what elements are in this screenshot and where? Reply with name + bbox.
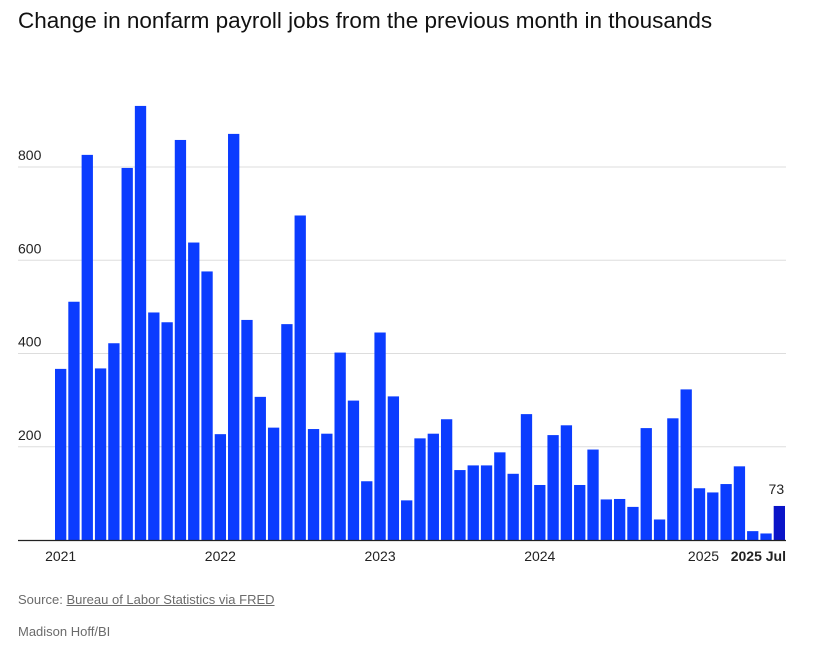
- bar: [281, 324, 293, 540]
- bar: [747, 531, 759, 540]
- bar: [773, 505, 785, 540]
- x-tick-label: 2025: [688, 548, 719, 564]
- bar: [387, 396, 400, 540]
- bar: [574, 484, 586, 540]
- bars: [55, 105, 785, 541]
- bar: [68, 301, 80, 540]
- bar: [294, 215, 306, 541]
- source-prefix: Source:: [18, 592, 63, 607]
- bar: [680, 389, 692, 540]
- y-axis-tick-labels: 200 400 600 800: [18, 147, 42, 443]
- bar: [188, 242, 200, 540]
- bar: [653, 519, 666, 540]
- bar: [108, 343, 120, 540]
- bar: [401, 500, 413, 540]
- y-tick-label: 600: [18, 240, 42, 256]
- bar: [480, 465, 493, 540]
- y-tick-label: 400: [18, 334, 42, 350]
- bar: [507, 473, 519, 540]
- bar: [640, 428, 652, 540]
- bar: [228, 133, 240, 541]
- bar: [707, 492, 719, 540]
- bar: [600, 499, 612, 540]
- bar: [321, 433, 333, 540]
- bar: [361, 481, 373, 540]
- bar: [720, 484, 732, 540]
- bar-chart: 200 400 600 800 2021 2022 2023 2024 2025 2025 Ju…: [18, 105, 786, 564]
- bar: [534, 484, 546, 540]
- bar: [414, 438, 426, 540]
- bar: [214, 434, 227, 540]
- x-tick-label: 2021: [45, 548, 76, 564]
- bar: [134, 105, 147, 540]
- bar: [148, 312, 160, 540]
- source-line: Source: Bureau of Labor Statistics via F…: [18, 592, 275, 607]
- gridlines: [18, 166, 786, 448]
- bar: [94, 368, 107, 540]
- bar: [613, 498, 626, 540]
- bar: [440, 419, 453, 540]
- bar: [733, 466, 746, 540]
- bar: [427, 433, 439, 540]
- bar: [121, 167, 133, 540]
- y-tick-label: 800: [18, 147, 42, 163]
- bar: [254, 396, 266, 540]
- bar: [587, 449, 599, 540]
- x-tick-label: 2023: [364, 548, 395, 564]
- bar: [627, 506, 639, 540]
- bar: [547, 435, 559, 540]
- bar: [334, 352, 346, 540]
- x-tick-label: 2022: [205, 548, 236, 564]
- bar: [174, 139, 187, 540]
- x-tick-label: 2025 Jul: [731, 548, 786, 564]
- bar: [467, 465, 479, 540]
- credit-line: Madison Hoff/BI: [18, 624, 111, 639]
- data-label: 73: [769, 481, 785, 497]
- chart-title: Change in nonfarm payroll jobs from the …: [18, 8, 713, 33]
- bar: [241, 319, 253, 540]
- bar: [494, 452, 506, 540]
- y-tick-label: 200: [18, 427, 42, 443]
- bar: [560, 425, 573, 540]
- bar: [267, 427, 280, 540]
- bar: [307, 429, 320, 540]
- bar: [693, 488, 706, 540]
- bar: [81, 154, 93, 540]
- source-link[interactable]: Bureau of Labor Statistics via FRED: [66, 592, 275, 607]
- x-axis-tick-labels: 2021 2022 2023 2024 2025 2025 Jul: [45, 548, 786, 564]
- bar: [201, 271, 213, 540]
- x-tick-label: 2024: [524, 548, 555, 564]
- bar: [760, 533, 772, 540]
- bar: [161, 322, 173, 540]
- bar: [667, 418, 679, 540]
- annotations: 73: [769, 481, 785, 497]
- bar: [520, 414, 533, 540]
- bar: [374, 332, 386, 540]
- bar: [347, 400, 360, 540]
- bar: [454, 470, 466, 540]
- bar: [55, 368, 67, 540]
